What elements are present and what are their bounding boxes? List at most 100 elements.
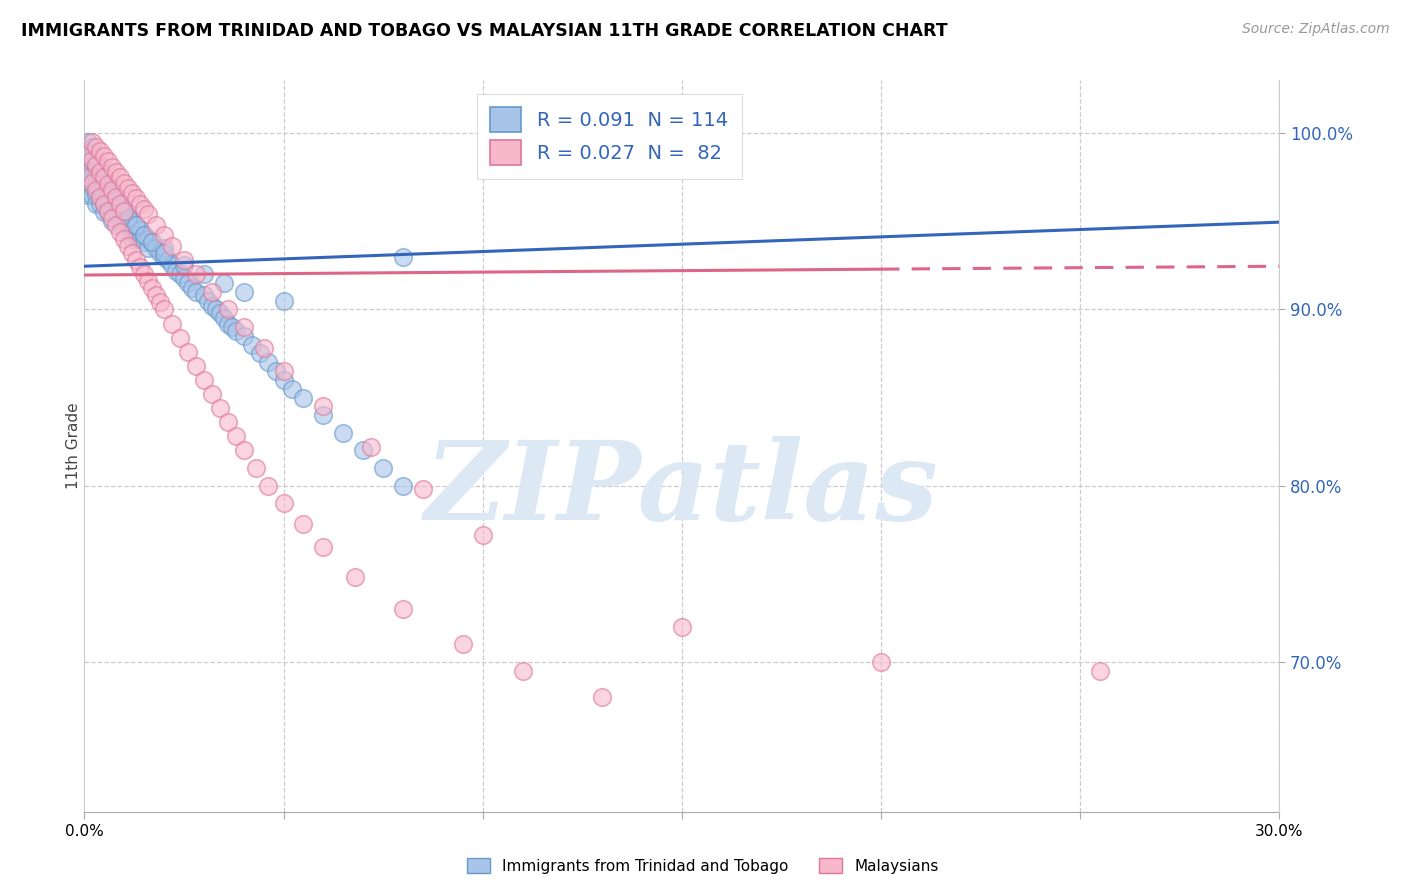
Point — [82, 153, 104, 167]
Point — [217, 317, 239, 331]
Point — [344, 570, 367, 584]
Point — [117, 211, 139, 225]
Point — [141, 235, 163, 250]
Point — [129, 232, 152, 246]
Point — [153, 246, 176, 260]
Point — [373, 461, 395, 475]
Point — [105, 218, 128, 232]
Point — [153, 250, 176, 264]
Point — [101, 160, 124, 174]
Legend: Immigrants from Trinidad and Tobago, Malaysians: Immigrants from Trinidad and Tobago, Mal… — [461, 852, 945, 880]
Point — [169, 330, 191, 344]
Point — [125, 228, 148, 243]
Point — [312, 541, 335, 555]
Point — [110, 214, 132, 228]
Point — [197, 293, 219, 308]
Point — [105, 189, 128, 203]
Point — [97, 205, 120, 219]
Point — [86, 158, 108, 172]
Point — [101, 196, 124, 211]
Point — [312, 408, 335, 422]
Point — [105, 196, 128, 211]
Point — [193, 267, 215, 281]
Point — [112, 203, 135, 218]
Point — [77, 161, 100, 176]
Point — [97, 183, 120, 197]
Point — [245, 461, 267, 475]
Point — [1090, 664, 1112, 678]
Point — [184, 285, 207, 299]
Point — [89, 187, 111, 202]
Point — [117, 239, 139, 253]
Point — [253, 341, 276, 355]
Point — [97, 203, 120, 218]
Point — [193, 373, 215, 387]
Point — [232, 320, 254, 334]
Point — [86, 183, 108, 197]
Point — [89, 170, 111, 185]
Point — [264, 364, 287, 378]
Point — [121, 246, 143, 260]
Point — [86, 140, 108, 154]
Point — [82, 187, 104, 202]
Point — [471, 528, 494, 542]
Point — [86, 196, 108, 211]
Point — [136, 241, 159, 255]
Point — [121, 214, 143, 228]
Point — [93, 187, 115, 202]
Point — [201, 387, 224, 401]
Point — [86, 158, 108, 172]
Point — [132, 267, 156, 281]
Point — [110, 170, 132, 185]
Point — [77, 147, 100, 161]
Point — [97, 154, 120, 169]
Point — [332, 425, 354, 440]
Point — [89, 161, 111, 176]
Point — [240, 337, 263, 351]
Point — [112, 232, 135, 246]
Point — [273, 496, 295, 510]
Point — [225, 429, 247, 443]
Point — [77, 135, 100, 149]
Point — [77, 170, 100, 185]
Point — [101, 183, 124, 197]
Point — [221, 320, 243, 334]
Point — [89, 189, 111, 203]
Point — [232, 443, 254, 458]
Point — [97, 187, 120, 202]
Y-axis label: 11th Grade: 11th Grade — [66, 402, 80, 490]
Point — [93, 170, 115, 185]
Point — [89, 170, 111, 185]
Point — [86, 187, 108, 202]
Point — [125, 253, 148, 268]
Point — [110, 200, 132, 214]
Point — [217, 415, 239, 429]
Point — [173, 270, 195, 285]
Point — [77, 187, 100, 202]
Point — [177, 276, 200, 290]
Point — [110, 225, 132, 239]
Point — [112, 214, 135, 228]
Point — [292, 391, 315, 405]
Point — [132, 228, 156, 243]
Point — [82, 161, 104, 176]
Point — [160, 239, 183, 253]
Point — [212, 311, 235, 326]
Point — [591, 690, 613, 705]
Point — [153, 302, 176, 317]
Point — [86, 161, 108, 176]
Point — [121, 186, 143, 200]
Point — [184, 359, 207, 373]
Point — [101, 187, 124, 202]
Point — [145, 288, 167, 302]
Text: IMMIGRANTS FROM TRINIDAD AND TOBAGO VS MALAYSIAN 11TH GRADE CORRELATION CHART: IMMIGRANTS FROM TRINIDAD AND TOBAGO VS M… — [21, 22, 948, 40]
Point — [112, 176, 135, 190]
Point — [184, 267, 207, 281]
Point — [117, 214, 139, 228]
Point — [77, 170, 100, 185]
Point — [125, 218, 148, 232]
Point — [160, 317, 183, 331]
Point — [93, 176, 115, 190]
Point — [292, 517, 315, 532]
Point — [125, 191, 148, 205]
